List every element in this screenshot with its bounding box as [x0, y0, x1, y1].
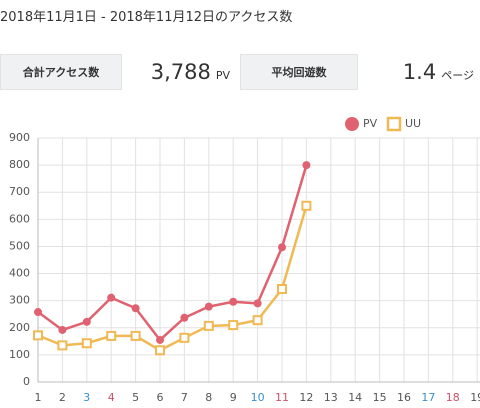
- y-tick-label: 0: [23, 375, 30, 388]
- x-tick-label: 12: [299, 391, 313, 404]
- point: [302, 161, 311, 170]
- y-tick-label: 600: [9, 212, 30, 225]
- point: [277, 284, 287, 295]
- point: [228, 320, 239, 331]
- x-tick-label: 6: [157, 391, 164, 404]
- x-tick-label: 17: [421, 391, 435, 404]
- x-tick-label: 7: [181, 391, 188, 404]
- line: [37, 164, 308, 342]
- point: [204, 302, 213, 311]
- point: [58, 325, 67, 334]
- stat-value-box: 3,788 PV: [122, 54, 238, 90]
- stat-value: 1.4: [402, 60, 437, 84]
- y-tick-label: 500: [9, 239, 30, 252]
- x-tick-label: 11: [275, 391, 289, 404]
- x-tick-label: 10: [251, 391, 265, 404]
- legend-label: UU: [405, 117, 421, 130]
- x-tick-label: 1: [35, 391, 42, 404]
- stat-box: 平均回遊数 1.4 ページ: [240, 54, 480, 90]
- page-title: 2018年11月1日 - 2018年11月12日のアクセス数: [0, 10, 293, 25]
- y-tick-label: 800: [9, 158, 30, 171]
- x-tick-label: 2: [59, 391, 66, 404]
- point: [203, 320, 214, 331]
- point: [81, 338, 92, 349]
- point: [131, 304, 140, 313]
- y-tick-label: 200: [9, 321, 30, 334]
- point: [106, 330, 117, 341]
- x-tick-label: 18: [446, 391, 460, 404]
- y-tick-label: 300: [9, 294, 30, 307]
- x-tick-label: 19: [470, 391, 480, 404]
- point: [156, 335, 164, 344]
- x-tick-label: 14: [348, 391, 362, 404]
- x-tick-label: 5: [132, 391, 139, 404]
- point: [82, 317, 91, 326]
- stat-label: 平均回遊数: [240, 54, 358, 90]
- point: [34, 308, 42, 317]
- y-tick-label: 900: [9, 131, 30, 144]
- point: [155, 345, 165, 356]
- stat-value: 3,788: [150, 60, 211, 84]
- x-tick-label: 16: [397, 391, 411, 404]
- x-tick-label: 15: [373, 391, 387, 404]
- x-tick-label: 13: [324, 391, 338, 404]
- stat-unit: PV: [215, 69, 230, 82]
- point: [301, 200, 312, 211]
- x-tick-label: 4: [108, 391, 115, 404]
- point: [107, 293, 116, 302]
- y-tick-label: 100: [9, 348, 30, 361]
- point: [179, 332, 190, 343]
- stat-box: 合計アクセス数 3,788 PV: [0, 54, 238, 90]
- legend-marker: [386, 116, 402, 132]
- point: [33, 330, 43, 341]
- point: [57, 340, 68, 351]
- x-tick-label: 8: [205, 391, 212, 404]
- legend-label: PV: [363, 117, 378, 130]
- point: [278, 243, 286, 252]
- point: [229, 297, 238, 306]
- point: [130, 330, 141, 341]
- x-tick-label: 3: [83, 391, 90, 404]
- point: [252, 315, 263, 326]
- point: [180, 313, 189, 322]
- point: [253, 299, 262, 308]
- stat-value-box: 1.4 ページ: [358, 54, 480, 90]
- legend-marker: [345, 117, 359, 131]
- stat-unit: ページ: [441, 69, 474, 82]
- stat-label: 合計アクセス数: [0, 54, 122, 90]
- y-tick-label: 700: [9, 185, 30, 198]
- x-tick-label: 9: [230, 391, 237, 404]
- y-tick-label: 400: [9, 267, 30, 280]
